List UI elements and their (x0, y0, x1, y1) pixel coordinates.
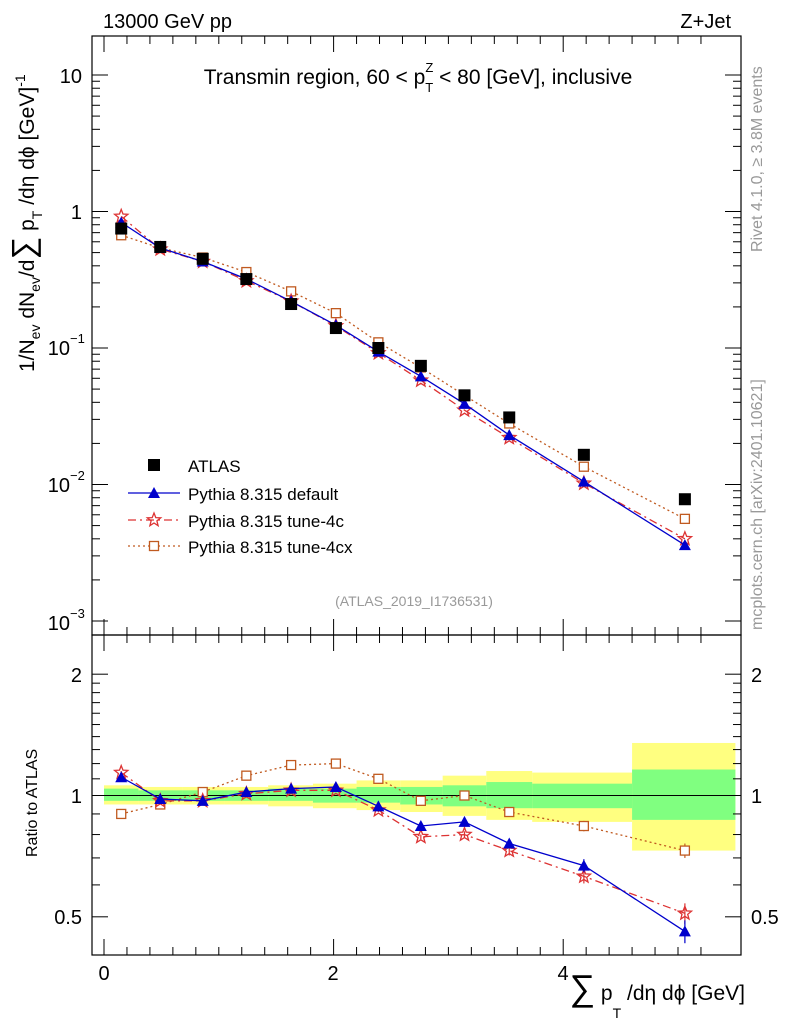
ratio-point-pythia-8-315-default (503, 837, 516, 849)
upper-y-tick-label: 1 (71, 202, 82, 224)
lower-y-tick-label-right: 1 (751, 786, 762, 808)
ratio-point-pythia-8-315-default (458, 815, 471, 827)
data-point-atlas (414, 359, 427, 372)
ratio-point-pythia-8-315-tune-4c (676, 904, 694, 921)
lower-y-tick-label: 0.5 (54, 907, 82, 929)
data-point-pythia-8-315-default (458, 397, 471, 409)
series-line-pythia-8-315-tune-4cx (120, 234, 686, 520)
data-point-atlas (154, 240, 167, 253)
upper-y-axis-label: 1/Nev dNev/d∑ pT /dη dϕ [GeV]-1 (5, 74, 45, 372)
axis-ticks (92, 36, 741, 955)
ratio-point-pythia-8-315-default (285, 782, 298, 794)
data-point-atlas (372, 342, 385, 354)
data-point-atlas (329, 322, 342, 335)
ratio-point-pythia-8-315-tune-4cx (679, 845, 691, 856)
upper-data-layer (112, 207, 694, 551)
upper-y-tick-exponent: −2 (70, 468, 85, 483)
data-point-pythia-8-315-default (678, 539, 691, 551)
ratio-band-green (356, 786, 401, 803)
ratio-point-pythia-8-315-tune-4cx (504, 806, 515, 818)
series-line-pythia-8-315-default (120, 221, 686, 546)
lower-panel (92, 742, 741, 944)
upper-panel (112, 207, 694, 551)
ratio-point-pythia-8-315-default (115, 771, 128, 783)
legend-marker-pythia-8-315-default (148, 487, 160, 498)
ratio-point-pythia-8-315-default (372, 800, 385, 812)
ratio-point-pythia-8-315-tune-4c (412, 828, 430, 844)
ratio-point-pythia-8-315-tune-4c (456, 825, 473, 842)
legend-label-atlas: ATLAS (188, 457, 241, 476)
legend-marker-pythia-8-315-tune-4cx (148, 540, 160, 552)
data-point-pythia-8-315-default (503, 429, 516, 441)
energy-label: 13000 GeV pp (103, 11, 232, 33)
x-tick-label: 0 (98, 963, 109, 985)
x-axis-label: ∑ pT /dη dϕ [GeV] (569, 967, 745, 1021)
data-point-pythia-8-315-tune-4cx (578, 461, 590, 472)
lower-y-tick-label: 2 (71, 665, 82, 687)
legend-label-tune-4c: Pythia 8.315 tune-4c (188, 512, 344, 531)
ratio-band-green (632, 769, 736, 820)
upper-y-tick-label: 10 (48, 338, 70, 360)
upper-y-tick-label: 10 (60, 66, 82, 88)
data-point-atlas (577, 448, 590, 461)
ratio-point-pythia-8-315-default (577, 859, 590, 871)
data-point-pythia-8-315-default (577, 475, 590, 487)
upper-y-tick-label: 10 (48, 475, 70, 497)
data-point-pythia-8-315-tune-4cx (679, 513, 691, 525)
data-point-atlas (503, 411, 516, 424)
ratio-point-pythia-8-315-tune-4cx (578, 820, 590, 832)
legend: ATLAS Pythia 8.315 default Pythia 8.315 … (128, 457, 353, 557)
legend-label-tune-4cx: Pythia 8.315 tune-4cx (188, 538, 353, 557)
data-point-pythia-8-315-tune-4cx (330, 308, 342, 319)
ratio-point-pythia-8-315-default (240, 786, 253, 798)
ratio-point-pythia-8-315-tune-4cx (415, 795, 426, 806)
lower-y-tick-label-right: 0.5 (751, 907, 779, 929)
x-tick-label: 2 (327, 963, 338, 985)
ratio-point-pythia-8-315-tune-4c (327, 781, 345, 798)
ratio-point-pythia-8-315-tune-4cx (330, 758, 342, 769)
data-point-atlas (285, 298, 298, 311)
data-point-atlas (115, 222, 128, 235)
ratio-band-green (104, 788, 139, 801)
analysis-reference: (ATLAS_2019_I1736531) (335, 593, 493, 609)
data-point-atlas (196, 252, 209, 265)
upper-y-tick-label: 10 (48, 613, 70, 635)
ratio-point-pythia-8-315-default (414, 820, 427, 832)
ratio-point-pythia-8-315-tune-4cx (285, 759, 297, 771)
mcplots-label: mcplots.cern.ch [arXiv:2401.10621] (749, 379, 766, 630)
data-point-atlas (458, 389, 471, 402)
lower-y-tick-label-right: 2 (751, 665, 762, 687)
lower-y-axis-label: Ratio to ATLAS (24, 749, 41, 857)
upper-y-tick-exponent: −1 (70, 331, 85, 346)
ratio-point-pythia-8-315-tune-4cx (373, 773, 384, 784)
ratio-point-pythia-8-315-tune-4cx (241, 770, 252, 781)
lower-y-tick-label: 1 (71, 786, 82, 808)
ratio-point-pythia-8-315-tune-4c (575, 867, 593, 884)
ratio-line-pythia-8-315-tune-4c (120, 772, 686, 914)
lower-data-layer (112, 758, 694, 944)
data-point-atlas (678, 493, 691, 506)
legend-marker-atlas (148, 459, 160, 471)
ratio-point-pythia-8-315-default (154, 793, 167, 805)
ratio-line-pythia-8-315-default (120, 776, 686, 932)
data-point-pythia-8-315-default (414, 370, 427, 382)
ratio-point-pythia-8-315-default (678, 925, 691, 937)
ratio-point-pythia-8-315-tune-4cx (459, 790, 470, 801)
data-point-pythia-8-315-tune-4c (412, 371, 430, 388)
upper-y-tick-exponent: −3 (70, 606, 85, 621)
process-label: Z+Jet (680, 11, 731, 33)
data-point-atlas (240, 273, 253, 286)
chart-title: Transmin region, 60 < pZ T < 80 [GeV], in… (204, 60, 633, 95)
data-point-pythia-8-315-tune-4c (500, 429, 518, 445)
ratio-point-pythia-8-315-default (196, 794, 209, 806)
legend-marker-pythia-8-315-tune-4c (145, 511, 163, 528)
rivet-version-label: Rivet 4.1.0, ≥ 3.8M events (749, 66, 766, 252)
x-tick-label: 4 (557, 963, 568, 985)
ratio-point-pythia-8-315-default (329, 780, 342, 792)
ratio-point-pythia-8-315-tune-4c (369, 801, 387, 818)
ratio-point-pythia-8-315-tune-4cx (116, 808, 127, 820)
legend-label-default: Pythia 8.315 default (188, 485, 339, 504)
